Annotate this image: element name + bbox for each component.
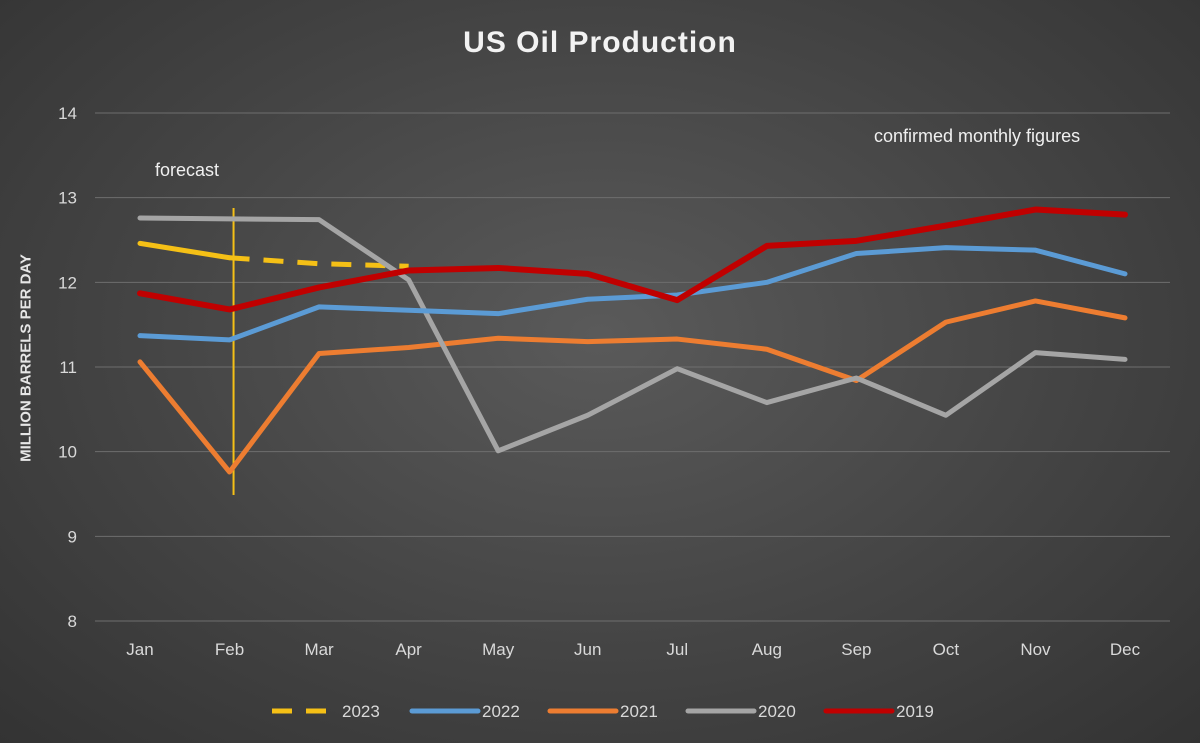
x-tick-label: Jun [574,640,601,659]
x-tick-label: Apr [395,640,422,659]
x-tick-label: Jan [126,640,153,659]
y-tick-label: 10 [58,443,77,462]
y-tick-label: 14 [58,104,77,123]
legend-label: 2019 [896,702,934,721]
y-tick-label: 8 [68,612,77,631]
x-tick-label: Jul [666,640,688,659]
x-tick-label: Sep [841,640,871,659]
y-tick-label: 9 [68,527,77,546]
legend-label: 2022 [482,702,520,721]
y-tick-label: 11 [59,358,77,377]
y-tick-label: 12 [58,273,77,292]
chart-title: US Oil Production [463,26,737,59]
legend-label: 2020 [758,702,796,721]
series-line-2022 [137,245,1128,343]
forecast-annotation: forecast [155,160,220,180]
series-line-2023 [137,240,233,261]
x-tick-label: Dec [1110,640,1141,659]
legend-label: 2023 [342,702,380,721]
series-line-2020 [137,215,1128,454]
x-tick-label: Feb [215,640,244,659]
x-tick-label: Nov [1020,640,1051,659]
x-tick-label: Oct [933,640,960,659]
x-tick-label: Mar [304,640,334,659]
series-line-2019 [137,206,1128,313]
y-tick-label: 13 [58,189,77,208]
series-line-2021 [137,298,1128,475]
confirmed-annotation: confirmed monthly figures [874,126,1081,146]
x-tick-label: May [482,640,515,659]
x-tick-label: Aug [752,640,782,659]
series-line-2023-forecast [229,255,409,269]
legend-label: 2021 [620,702,658,721]
